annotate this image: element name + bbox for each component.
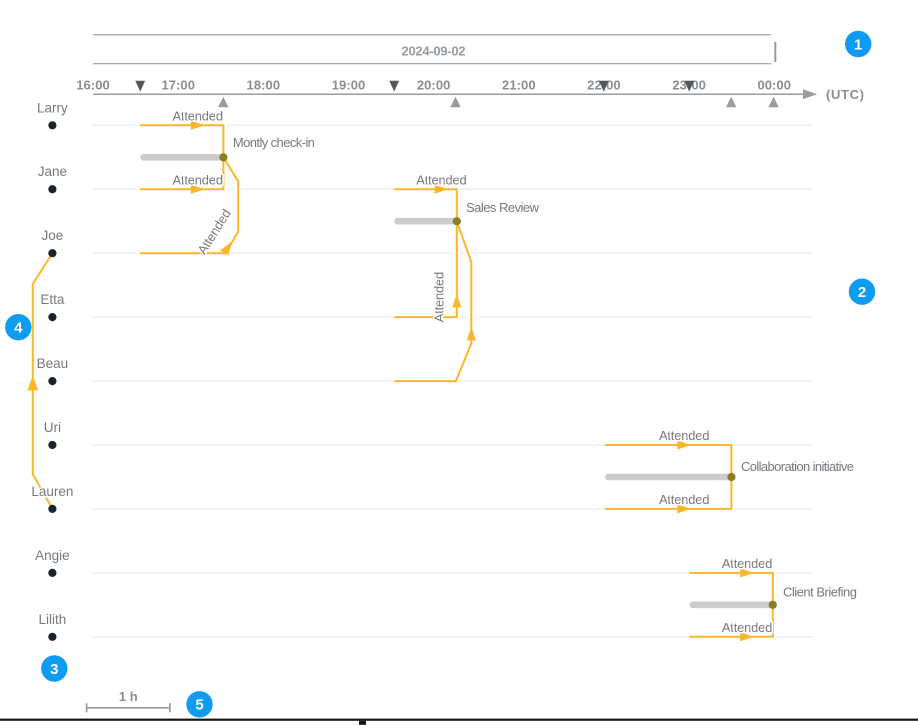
svg-text:Uri: Uri — [44, 420, 61, 435]
svg-text:18:00: 18:00 — [247, 78, 281, 93]
svg-text:Larry: Larry — [37, 100, 68, 115]
svg-text:Angie: Angie — [35, 548, 70, 563]
svg-text:17:00: 17:00 — [161, 78, 195, 93]
svg-text:20:00: 20:00 — [417, 78, 451, 93]
svg-text:Lilith: Lilith — [39, 612, 67, 627]
svg-text:2: 2 — [858, 284, 866, 301]
svg-text:Lauren: Lauren — [31, 484, 73, 499]
svg-text:Attended: Attended — [722, 620, 773, 635]
svg-text:(UTC): (UTC) — [826, 87, 864, 102]
svg-text:Attended: Attended — [659, 428, 710, 443]
svg-text:Client Briefing: Client Briefing — [783, 585, 857, 600]
svg-text:Attended: Attended — [416, 172, 467, 187]
svg-text:Joe: Joe — [42, 228, 64, 243]
svg-text:Jane: Jane — [38, 164, 67, 179]
svg-text:Attended: Attended — [173, 172, 224, 187]
svg-text:3: 3 — [50, 661, 58, 678]
svg-text:Attended: Attended — [432, 272, 447, 323]
svg-text:Sales Review: Sales Review — [466, 200, 540, 215]
svg-text:5: 5 — [195, 697, 203, 714]
svg-text:21:00: 21:00 — [502, 78, 536, 93]
svg-text:Montly check-in: Montly check-in — [233, 135, 315, 150]
svg-text:4: 4 — [14, 320, 23, 337]
svg-text:Attended: Attended — [722, 556, 773, 571]
svg-text:00:00: 00:00 — [757, 78, 791, 93]
svg-text:Attended: Attended — [659, 492, 710, 507]
svg-text:Beau: Beau — [37, 356, 69, 371]
svg-text:19:00: 19:00 — [332, 78, 366, 93]
svg-text:Attended: Attended — [173, 109, 224, 124]
svg-text:16:00: 16:00 — [76, 78, 110, 93]
svg-text:2024-09-02: 2024-09-02 — [402, 44, 466, 59]
svg-text:1 h: 1 h — [119, 689, 138, 704]
svg-text:1: 1 — [854, 36, 862, 53]
svg-text:Collaboration initiative: Collaboration initiative — [741, 459, 854, 474]
svg-text:Etta: Etta — [40, 292, 65, 307]
